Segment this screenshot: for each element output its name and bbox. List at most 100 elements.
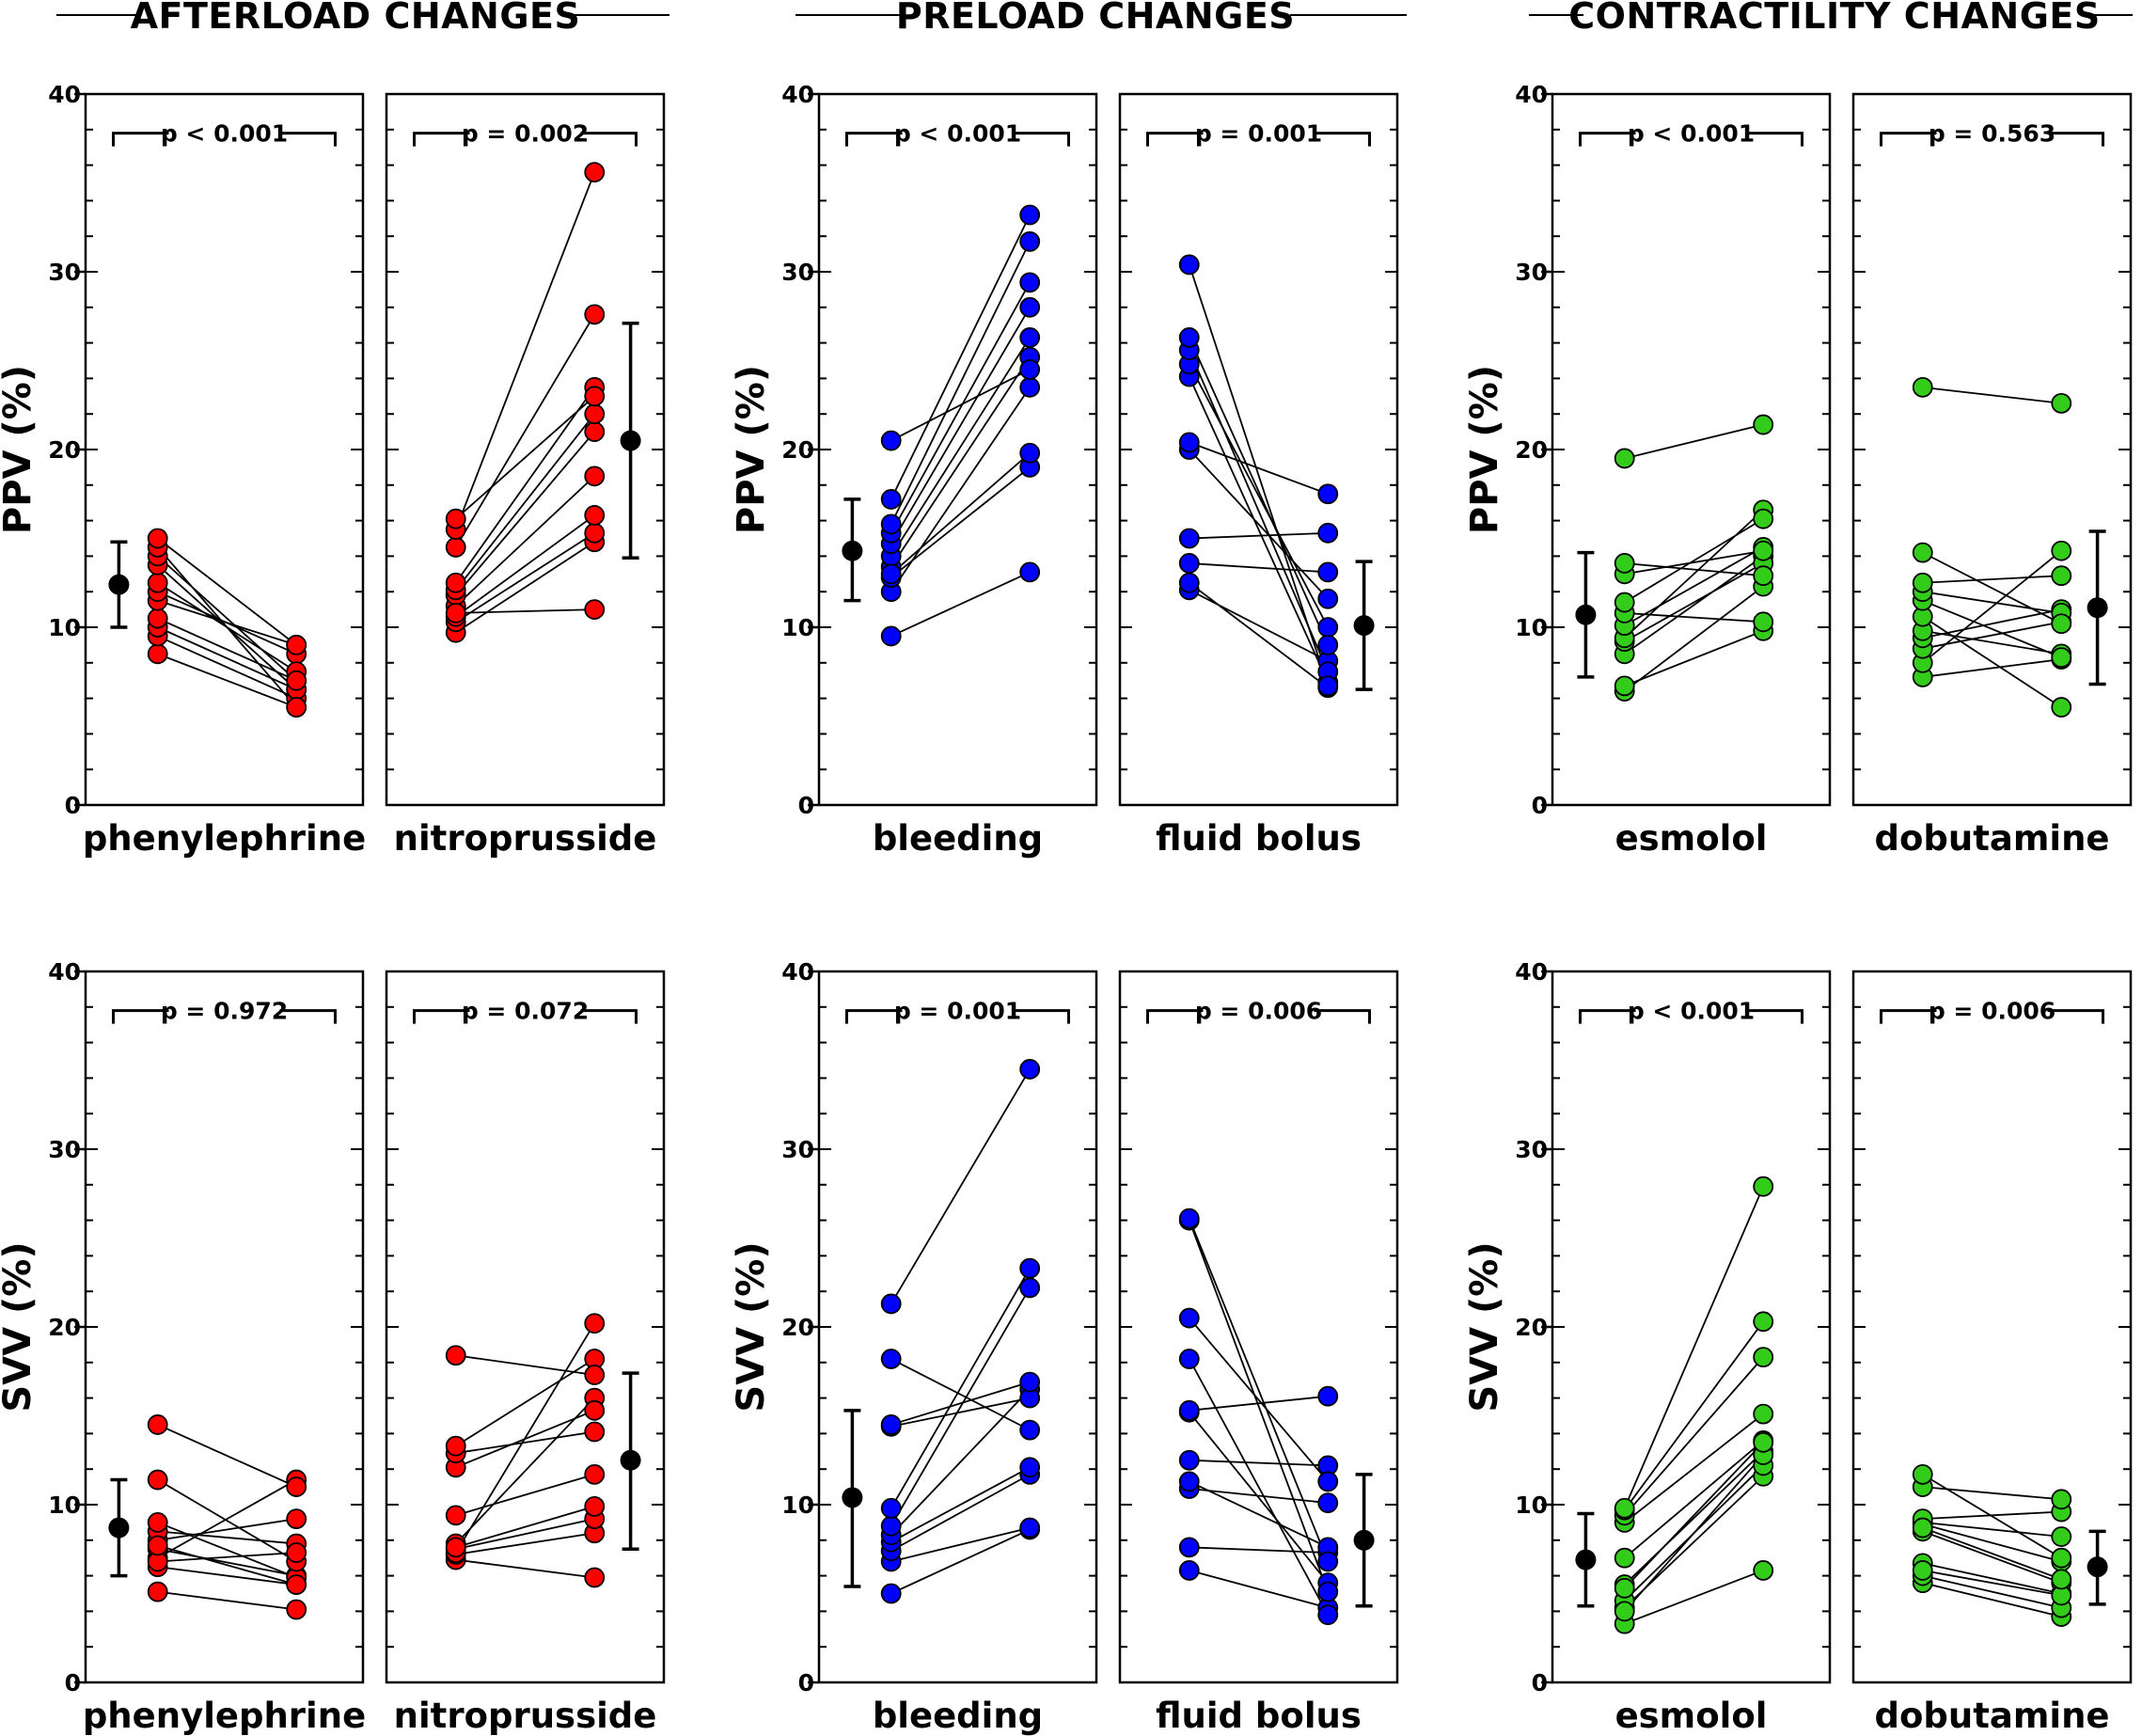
paired-line [455, 1358, 595, 1447]
data-point-post [1019, 230, 1041, 252]
panel-frame [1551, 92, 1832, 807]
panel-dobutamine-ppv: p = 0.563 dobutamine [1851, 92, 2133, 859]
data-point-pre [147, 1535, 168, 1556]
data-point-pre [1614, 675, 1635, 697]
data-point-post [1019, 1277, 1041, 1299]
data-point-pre [1178, 528, 1200, 549]
mean-marker [108, 1517, 130, 1539]
paired-line [157, 1566, 297, 1586]
data-point-pre [147, 1469, 168, 1491]
mean-marker [1575, 604, 1597, 625]
paired-line [890, 1068, 1031, 1304]
paired-line [1188, 1218, 1330, 1562]
paired-line [1922, 621, 2062, 650]
data-point-pre [1912, 542, 1933, 563]
data-point-pre [1178, 1537, 1200, 1558]
paired-line [1188, 337, 1330, 646]
paired-line [1624, 509, 1764, 639]
pvalue-bracket [413, 132, 470, 147]
paired-line [890, 466, 1031, 578]
panel-frame [817, 92, 1098, 807]
pvalue-label: p = 0.001 [894, 998, 1021, 1025]
pvalue-label: p = 0.006 [1929, 998, 2055, 1025]
paired-line [455, 541, 595, 634]
pvalue-label: p = 0.006 [1195, 998, 1322, 1025]
pvalue-label: p < 0.001 [1628, 998, 1755, 1025]
pvalue-label: p < 0.001 [1628, 120, 1755, 148]
ylabel-ppv-afterload: PPV (%) [0, 365, 39, 534]
paired-line [1188, 1220, 1330, 1592]
paired-line [455, 1354, 595, 1376]
paired-line [454, 1322, 596, 1554]
paired-line [1922, 551, 2062, 625]
data-point-post [584, 599, 606, 620]
paired-line [1624, 1442, 1764, 1589]
data-point-pre [1912, 572, 1933, 593]
pvalue-label: p < 0.001 [161, 120, 288, 148]
pvalue-bracket [1579, 1009, 1636, 1024]
data-point-post [286, 1542, 307, 1563]
paired-line [455, 1397, 595, 1545]
paired-line [157, 1522, 297, 1579]
pvalue-bracket [2047, 132, 2104, 147]
y-tick-labels-ppv-preload: 0 10 20 30 40 [781, 81, 814, 819]
paired-line [1624, 546, 1764, 626]
section-header-afterload: AFTERLOAD CHANGES [56, 0, 669, 37]
pvalue-bracket [112, 132, 169, 147]
ylabel-svv-preload: SVV (%) [730, 1241, 773, 1412]
data-point-pre [880, 1414, 902, 1435]
paired-line [1922, 1522, 2062, 1538]
data-point-post [1317, 635, 1339, 655]
data-point-pre [880, 1497, 902, 1519]
paired-line [157, 1590, 297, 1611]
paired-line [890, 1466, 1031, 1543]
paired-line [455, 1518, 595, 1551]
data-point-post [286, 1508, 307, 1530]
data-point-post [1753, 1560, 1774, 1581]
data-point-post [1753, 1176, 1774, 1197]
section-header-contractility: CONTRACTILITY CHANGES [1529, 0, 2133, 37]
pvalue-bracket [1013, 132, 1070, 147]
data-point-post [1019, 1517, 1041, 1539]
paired-line [1189, 589, 1329, 662]
paired-line [890, 214, 1032, 500]
data-point-pre [1912, 376, 1933, 398]
data-point-post [584, 1421, 606, 1443]
data-point-post [1019, 1457, 1041, 1478]
paired-line [1189, 531, 1329, 540]
paired-line [1624, 1454, 1764, 1612]
data-point-pre [880, 1583, 902, 1604]
data-point-post [584, 466, 606, 487]
pvalue-bracket [1314, 1009, 1371, 1024]
data-point-post [584, 1463, 606, 1485]
data-point-post [1753, 565, 1774, 587]
data-point-pre [147, 608, 168, 629]
data-point-pre [147, 1512, 168, 1533]
xlabel-bleeding-ppv: bleeding [873, 818, 1043, 859]
data-point-post [1317, 1471, 1339, 1492]
paired-line [157, 1548, 297, 1577]
data-point-post [2051, 1547, 2072, 1569]
paired-line [1624, 549, 1764, 576]
panel-fluid-bolus-ppv: p = 0.001 fluid bolus [1118, 92, 1399, 859]
data-point-pre [445, 1505, 466, 1526]
pvalue-bracket [1146, 1009, 1204, 1024]
paired-line [1922, 599, 2062, 658]
data-point-post [584, 162, 606, 183]
data-point-pre [147, 1414, 168, 1435]
data-point-post [1317, 561, 1339, 583]
data-point-post [1317, 1492, 1339, 1514]
mean-marker [842, 540, 863, 561]
data-point-post [1019, 296, 1041, 318]
data-point-pre [445, 508, 466, 529]
panel-phenylephrine-ppv: p < 0.001 phenylephrine [74, 92, 366, 859]
paired-line [1624, 1412, 1764, 1523]
data-point-post [1753, 1347, 1774, 1368]
y-tick-label: 0 [65, 792, 81, 819]
y-tick-label: 0 [798, 1669, 814, 1697]
paired-line [1189, 1488, 1329, 1505]
data-point-post [1317, 675, 1339, 697]
panel-dobutamine-svv: p = 0.006 dobutamine [1851, 970, 2133, 1736]
data-point-pre [1178, 254, 1200, 276]
data-point-pre [445, 1345, 466, 1366]
